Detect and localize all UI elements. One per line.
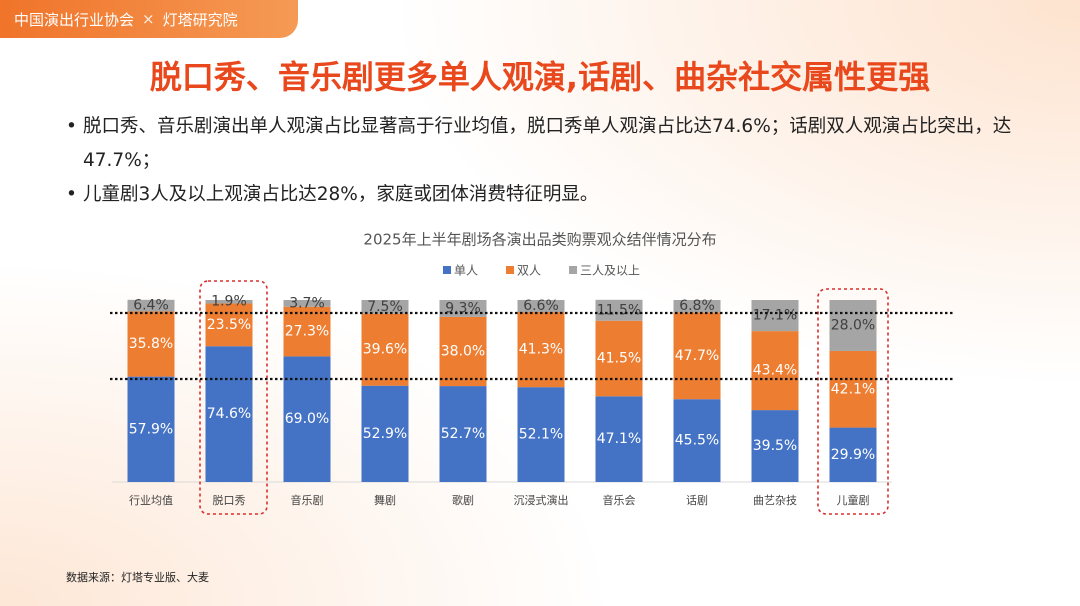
x-tick-label: 行业均值	[129, 494, 173, 507]
value-label: 6.4%	[133, 298, 169, 314]
value-label: 69.0%	[285, 411, 329, 427]
bar-segment	[673, 312, 721, 400]
value-label: 3.7%	[289, 295, 325, 311]
highlight-box	[817, 288, 889, 515]
value-label: 7.5%	[367, 299, 403, 315]
bar-segment	[361, 385, 409, 482]
slide-title: 脱口秀、音乐剧更多单人观演,话剧、曲杂社交属性更强	[149, 58, 931, 96]
legend-label: 三人及以上	[580, 264, 640, 278]
x-tick-label: 舞剧	[374, 494, 396, 507]
bar-segment	[361, 300, 409, 314]
bar-segment	[829, 300, 877, 351]
bar-segment	[751, 300, 799, 332]
value-label: 35.8%	[129, 336, 173, 352]
bar-segment	[517, 387, 565, 482]
value-label: 57.9%	[129, 421, 173, 437]
value-label: 47.7%	[675, 348, 719, 364]
value-label: 42.1%	[831, 381, 875, 397]
org-name: 中国演出行业协会	[14, 10, 135, 29]
value-label: 39.5%	[753, 438, 797, 454]
x-tick-label: 话剧	[686, 494, 708, 507]
bar-segment	[205, 303, 253, 347]
bar-segment	[439, 386, 487, 482]
value-label: 11.5%	[597, 302, 641, 318]
value-label: 17.1%	[753, 308, 797, 324]
bar-segment	[829, 427, 877, 482]
legend-label: 单人	[454, 264, 478, 278]
value-label: 23.5%	[207, 317, 251, 333]
bar-segment	[283, 300, 331, 307]
value-label: 45.5%	[675, 433, 719, 449]
bar-segment	[673, 300, 721, 313]
chart-title: 2025年上半年剧场各演出品类购票观众结伴情况分布	[363, 231, 716, 249]
bar-segment	[595, 320, 643, 397]
legend-swatch	[506, 266, 515, 274]
value-label: 28.0%	[831, 317, 875, 333]
value-label: 39.6%	[363, 342, 407, 358]
bar-segment	[439, 316, 487, 387]
separator: ×	[142, 10, 155, 28]
x-tick-label: 脱口秀	[213, 493, 246, 507]
bar-segment	[283, 356, 331, 482]
value-label: 41.5%	[597, 351, 641, 367]
legend-label: 双人	[517, 264, 541, 278]
source-note: 数据来源：灯塔专业版、大麦	[66, 571, 209, 584]
bullet: 儿童剧3人及以上观演占比达28%，家庭或团体消费特征明显。	[66, 178, 1026, 212]
bar-segment	[361, 313, 409, 386]
partner-name: 灯塔研究院	[162, 10, 238, 29]
legend-swatch	[569, 266, 578, 274]
value-label: 41.3%	[519, 342, 563, 358]
value-label: 38.0%	[441, 344, 485, 360]
value-label: 52.1%	[519, 427, 563, 443]
bar-segment	[127, 299, 175, 312]
bar-segment	[205, 346, 253, 482]
value-label: 6.6%	[523, 298, 559, 314]
bar-segment	[751, 410, 799, 482]
value-label: 52.9%	[363, 426, 407, 442]
bar-segment	[205, 300, 253, 304]
bar-segment	[751, 331, 799, 411]
bar-segment	[283, 306, 331, 357]
value-label: 43.4%	[753, 363, 797, 379]
bar-segment	[127, 311, 175, 377]
value-label: 27.3%	[285, 324, 329, 340]
x-tick-label: 沉浸式演出	[514, 493, 569, 507]
bar-segment	[127, 376, 175, 482]
bullet-list: 脱口秀、音乐剧演出单人观演占比显著高于行业均值，脱口秀单人观演占比达74.6%；…	[66, 110, 1026, 212]
bullet: 脱口秀、音乐剧演出单人观演占比显著高于行业均值，脱口秀单人观演占比达74.6%；…	[66, 110, 1026, 178]
value-label: 47.1%	[597, 431, 641, 447]
bar-segment	[829, 350, 877, 428]
value-label: 29.9%	[831, 447, 875, 463]
bar-segment	[673, 399, 721, 482]
x-tick-label: 音乐会	[603, 493, 636, 507]
x-tick-label: 曲艺杂技	[753, 494, 797, 507]
x-tick-label: 儿童剧	[837, 493, 870, 507]
bar-segment	[595, 299, 643, 321]
legend-swatch	[443, 266, 451, 274]
value-label: 74.6%	[207, 406, 251, 422]
x-tick-label: 音乐剧	[291, 493, 324, 507]
bar-segment	[517, 300, 565, 313]
bar-segment	[517, 312, 565, 388]
value-label: 52.7%	[441, 426, 485, 442]
bar-segment	[595, 396, 643, 482]
value-label: 6.8%	[679, 298, 715, 314]
x-tick-label: 歌剧	[452, 493, 474, 507]
value-label: 1.9%	[211, 294, 247, 310]
highlight-box	[199, 280, 268, 515]
header-banner: 中国演出行业协会 × 灯塔研究院	[0, 0, 298, 38]
